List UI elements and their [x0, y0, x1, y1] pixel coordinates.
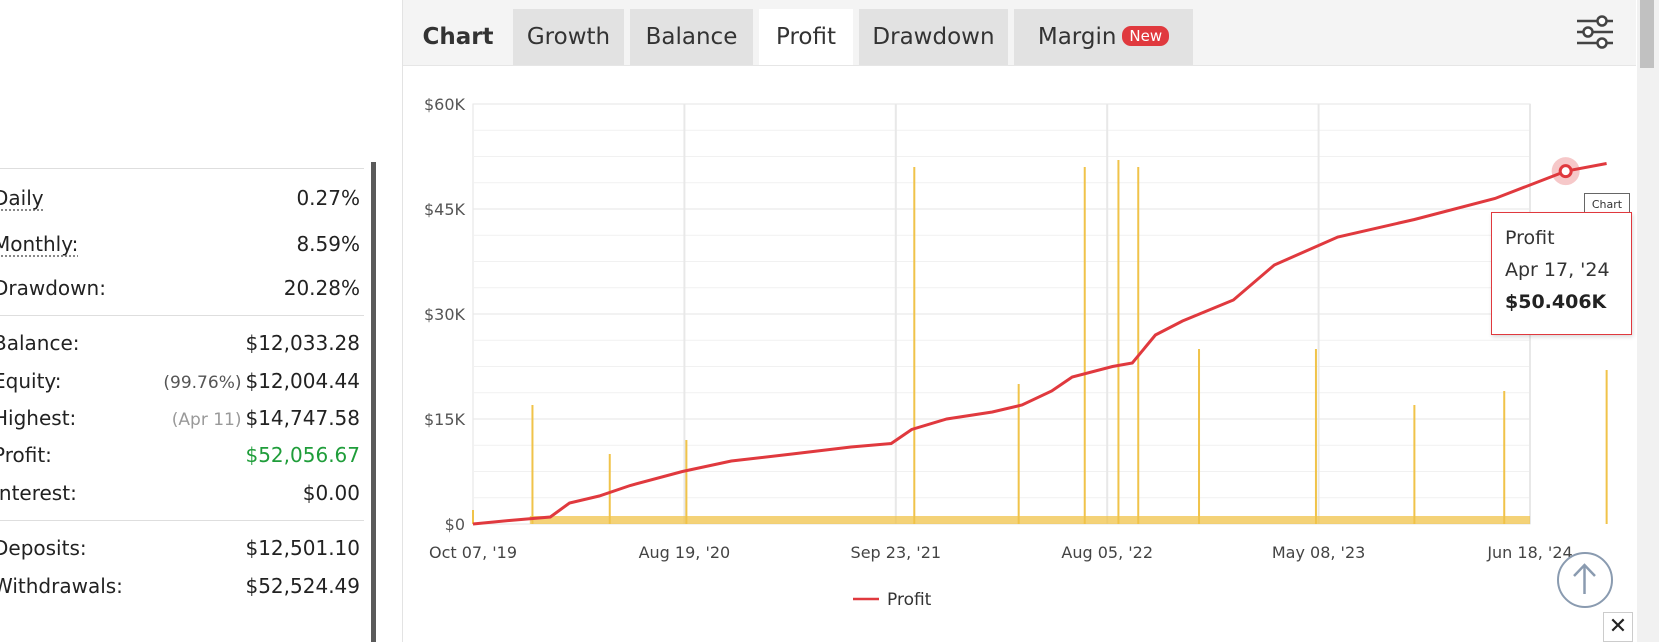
y-tick-label: $45K: [424, 200, 466, 219]
stat-value: (Apr 11) $14,747.58: [172, 406, 360, 430]
stat-withdrawals: Withdrawals: $52,524.49: [0, 572, 360, 602]
volume-bar: [1117, 160, 1120, 524]
x-tick-label: Jun 18, '24: [1486, 543, 1572, 562]
stat-amount: $14,747.58: [245, 406, 360, 430]
stat-value: 0.27%: [296, 186, 360, 210]
x-tick-label: Sep 23, '21: [851, 543, 942, 562]
volume-baseline: [529, 516, 1530, 524]
x-tick-label: Aug 05, '22: [1061, 543, 1153, 562]
stat-value: 8.59%: [296, 232, 360, 256]
stat-highest: Highest: (Apr 11) $14,747.58: [0, 404, 360, 434]
tooltip-value: $50.406K: [1505, 291, 1607, 313]
y-tick-label: $60K: [424, 95, 466, 114]
y-tick-label: $15K: [424, 410, 466, 429]
tooltip-series: Profit: [1505, 227, 1555, 249]
stat-balance: Balance: $12,033.28: [0, 329, 360, 359]
stat-drawdown: Drawdown: 20.28%: [0, 274, 360, 304]
tab-balance[interactable]: Balance: [630, 9, 753, 65]
volume-bar: [1503, 391, 1506, 524]
sliders-icon[interactable]: [1575, 14, 1615, 50]
panel-scroll-indicator: [371, 162, 376, 642]
volume-bar: [531, 405, 534, 524]
volume-bar: [1198, 349, 1201, 524]
tab-margin-label: Margin: [1037, 24, 1117, 50]
stat-label: Highest:: [0, 406, 77, 430]
tab-drawdown[interactable]: Drawdown: [859, 9, 1008, 65]
tab-bar: Chart Growth Balance Profit Drawdown Mar…: [403, 0, 1636, 66]
profit-line-group: [472, 162, 1607, 526]
tooltip-date: Apr 17, '24: [1505, 259, 1610, 281]
hover-point: [1558, 164, 1573, 179]
arrow-up-circle-icon[interactable]: [1557, 552, 1613, 608]
volume-bar: [913, 167, 916, 524]
y-tick-label: $0: [445, 515, 465, 534]
hover-marker: [1551, 157, 1580, 186]
stat-deposits: Deposits: $12,501.10: [0, 534, 360, 564]
stat-label: Equity:: [0, 369, 62, 393]
stat-monthly: Monthly: 8.59%: [0, 230, 360, 260]
volume-bar: [472, 510, 474, 524]
volume-bar: [1413, 405, 1416, 524]
x-tick-label: Aug 19, '20: [639, 543, 731, 562]
stat-value: $52,524.49: [245, 574, 360, 598]
chart-grid: [472, 103, 1531, 525]
y-axis-ticks: $0 $15K $30K $45K $60K: [424, 95, 466, 534]
x-tick-label: May 08, '23: [1272, 543, 1365, 562]
stat-label: Balance:: [0, 331, 80, 355]
stat-label: Interest:: [0, 481, 77, 505]
legend: Profit: [853, 590, 932, 610]
stat-equity: Equity: (99.76%)$12,004.44: [0, 367, 360, 397]
stat-label[interactable]: Daily: [0, 186, 44, 210]
volume-bar: [1137, 167, 1140, 524]
stat-label[interactable]: Monthly:: [0, 232, 79, 256]
profit-line: [472, 162, 1607, 526]
stat-label: Drawdown:: [0, 276, 106, 300]
scrollbar-thumb[interactable]: [1640, 0, 1654, 68]
tab-growth[interactable]: Growth: [513, 9, 624, 65]
stat-prefix: (99.76%): [163, 373, 242, 393]
stat-label: Profit:: [0, 443, 52, 467]
stat-value: $12,501.10: [245, 536, 360, 560]
x-axis-ticks: Oct 07, '19 Aug 19, '20 Sep 23, '21 Aug 05,…: [429, 543, 1573, 562]
stats-panel: Daily 0.27% Monthly: 8.59% Drawdown: 20.…: [0, 0, 378, 642]
divider: [0, 315, 364, 316]
legend-label: Profit: [887, 590, 932, 610]
tab-margin[interactable]: Margin New: [1014, 9, 1193, 65]
volume-bar: [685, 440, 688, 524]
page-scrollbar[interactable]: [1637, 0, 1659, 642]
volume-bars: [472, 160, 1608, 524]
chart-tooltip: Profit Apr 17, '24 $50.406K: [1491, 212, 1632, 335]
divider: [0, 520, 364, 521]
stat-value: (99.76%) $12,004.44: [163, 369, 360, 393]
stat-interest: Interest: $0.00: [0, 479, 360, 509]
stat-prefix: (Apr 11): [171, 410, 242, 430]
volume-bar: [608, 454, 611, 524]
tab-chart[interactable]: Chart: [422, 24, 494, 50]
y-tick-label: $30K: [424, 305, 466, 324]
stat-label: Withdrawals:: [0, 574, 123, 598]
volume-bar: [1017, 384, 1020, 524]
stat-daily: Daily 0.27%: [0, 184, 360, 214]
volume-bar: [1605, 370, 1608, 524]
x-tick-label: Oct 07, '19: [429, 543, 517, 562]
new-badge: New: [1122, 26, 1170, 46]
stat-amount: $12,004.44: [245, 369, 360, 393]
stat-profit: Profit: $52,056.67: [0, 441, 360, 471]
stat-label: Deposits:: [0, 536, 87, 560]
chart-svg: $0 $15K $30K $45K $60K Oct 07, '19 Aug 19, '2…: [424, 95, 1608, 610]
stat-value: 20.28%: [283, 276, 360, 300]
profit-chart: $0 $15K $30K $45K $60K Oct 07, '19 Aug 19, '2…: [403, 66, 1636, 642]
stat-value: $12,033.28: [245, 331, 360, 355]
tab-profit[interactable]: Profit: [759, 9, 853, 65]
volume-bar: [1083, 167, 1086, 524]
divider: [0, 168, 364, 169]
stat-value: $52,056.67: [245, 443, 360, 467]
volume-bar: [1314, 349, 1317, 524]
close-icon[interactable]: ✕: [1603, 612, 1633, 642]
stat-value: $0.00: [302, 481, 360, 505]
chart-panel: Chart Growth Balance Profit Drawdown Mar…: [402, 0, 1636, 642]
